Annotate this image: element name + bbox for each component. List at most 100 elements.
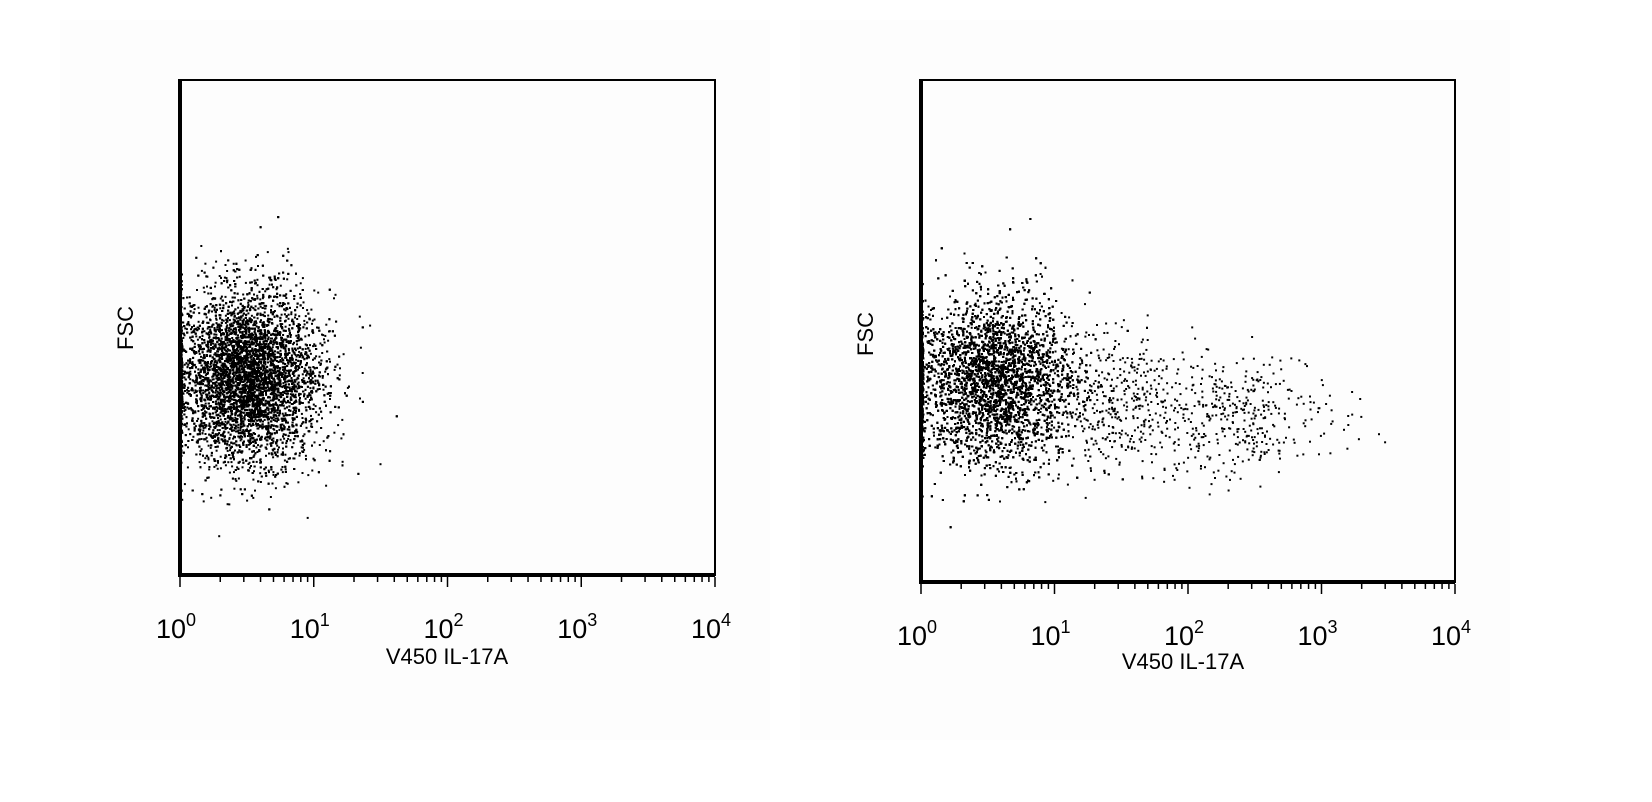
data-point [190,331,193,334]
data-point [207,311,210,314]
data-point [241,330,244,333]
data-point [274,392,277,395]
data-point [254,489,256,492]
data-point [196,420,199,422]
data-point [316,366,318,369]
data-point [197,306,200,309]
data-point [183,334,186,337]
data-point [341,460,344,463]
data-point [221,318,224,321]
data-point [215,449,218,452]
data-point [297,354,299,357]
data-point [271,383,274,386]
data-point [289,361,292,364]
data-point [194,381,196,384]
data-point [209,328,212,331]
data-point [295,355,298,358]
data-point [216,467,219,470]
data-point [253,414,255,417]
data-point [264,436,267,439]
data-point [224,295,227,298]
data-point [228,436,231,439]
data-point [287,327,290,330]
data-point [255,322,258,325]
data-point [252,409,255,412]
data-point [190,328,192,331]
data-point [243,402,245,405]
data-point [341,418,344,421]
data-point [251,332,253,335]
data-point [324,334,327,337]
data-point [204,457,207,460]
data-point [264,315,266,318]
data-point [208,366,211,369]
data-point [205,316,208,319]
data-point [255,320,257,323]
data-point [193,391,196,394]
data-point [225,327,228,329]
data-point [249,429,252,432]
data-point [235,387,238,390]
data-point [193,342,196,345]
data-point [213,308,216,311]
data-point [258,415,261,418]
data-point [243,418,246,421]
data-point [259,298,262,301]
data-point [242,342,245,345]
data-point [237,408,240,411]
data-point [318,361,320,364]
data-point [230,342,233,345]
data-point [269,295,272,298]
data-point [259,437,262,440]
data-point [295,358,298,361]
data-point [294,349,297,352]
data-point [238,460,241,463]
data-point [237,435,240,438]
data-point [216,326,219,329]
data-point [239,371,242,374]
data-point [229,376,232,379]
data-point [248,335,251,338]
data-point [259,305,262,308]
data-point [282,334,285,336]
data-point [197,343,200,346]
data-point [258,394,261,396]
data-point [249,392,252,395]
data-point [193,331,196,334]
data-point [324,370,327,373]
data-point [205,407,208,409]
data-point [316,379,319,382]
data-point [206,379,209,382]
data-point [321,417,323,420]
data-point [207,456,210,459]
data-point [264,352,267,354]
data-point [336,363,339,366]
data-point [246,435,249,437]
data-point [219,455,222,458]
data-point [238,275,241,278]
data-point [236,466,239,469]
data-point [301,373,304,376]
data-point [206,285,208,288]
data-point [304,343,307,346]
data-point [268,368,271,371]
data-point [296,383,299,385]
data-point [250,354,253,357]
data-point [323,341,326,344]
data-point [231,417,234,420]
data-point [202,286,205,289]
data-point [248,343,251,346]
data-point [253,416,256,419]
data-point [268,389,271,392]
data-point [206,327,209,330]
data-point [264,389,267,392]
data-point [290,311,293,314]
data-point [231,351,234,354]
data-point [257,403,260,405]
data-point [252,376,255,378]
data-point [298,350,301,353]
data-point [239,410,241,413]
data-point [248,331,251,334]
data-point [285,297,288,299]
